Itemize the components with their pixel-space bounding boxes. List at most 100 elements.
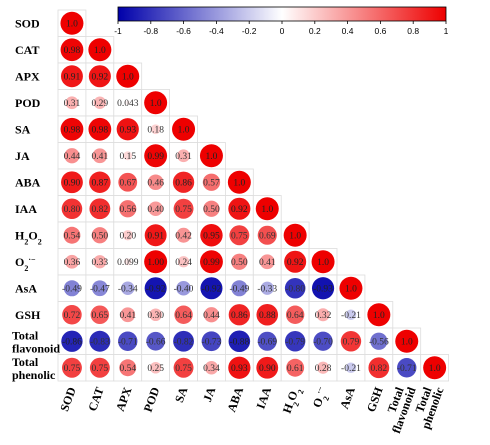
cell-sa-apx: 0.93 [113,115,143,143]
correlation-value: -0.73 [202,338,222,348]
correlation-circle [65,96,79,110]
column-label-asa: AsA [337,385,358,411]
cell-ja-sa: 0.31 [169,142,198,170]
cell-iaa-iaa: 1.0 [252,195,282,223]
column-label-apx: APX [113,385,135,413]
cell-h2o2-cat: 0.50 [85,221,115,249]
correlation-circle [177,149,190,163]
correlation-value: 1.0 [289,232,301,242]
correlation-value: 0.36 [64,258,81,268]
row-label-apx: APX [15,69,40,83]
cell-o2-o2: 1.0 [308,248,338,276]
correlation-circle [284,331,306,352]
correlation-value: 0.50 [203,205,220,215]
correlation-value: 0.92 [92,73,109,83]
correlation-value: -0.70 [313,338,333,348]
correlation-circle [60,38,84,62]
cell-asa-cat: -0.47 [85,274,115,302]
correlation-circle [284,277,306,299]
correlation-circle [284,250,307,273]
cell-o2-apx: 0.099 [113,248,143,276]
correlation-value: -0.71 [118,338,138,348]
correlation-value: 0.42 [175,232,192,242]
cell-total-flavonoid-h2o2: -0.79 [280,327,310,355]
correlation-value: 1.0 [94,46,106,56]
correlation-circle [228,356,251,379]
column-label-sod: SOD [57,385,79,413]
row-labels: SOD CAT APX POD SA JA ABA IAA H2O2 O2·− AsA GSH Tota… [12,16,60,382]
correlation-circle [89,171,111,193]
correlation-value: 0.92 [231,205,248,215]
correlation-value: 0.75 [92,364,109,374]
correlation-circle [144,91,168,115]
correlation-value: 0.46 [147,179,164,189]
correlation-circle [116,64,140,88]
correlation-value: 0.91 [64,73,81,83]
cell-asa-aba: -0.49 [224,274,254,302]
cell-ja-sod: 0.44 [57,142,87,170]
cell-iaa-sa: 0.75 [169,195,198,223]
cell-pod-cat: 0.29 [85,89,115,117]
correlation-value: 1.0 [429,364,441,374]
correlation-circle [146,331,165,351]
correlation-circle [61,198,83,220]
cell-o2-sod: 0.36 [57,248,87,276]
correlation-value: 0.98 [64,46,81,56]
correlation-circle [228,330,251,353]
correlation-value: 0.043 [117,99,139,109]
cell-sa-cat: 0.98 [85,115,115,143]
correlation-circle [255,197,279,221]
correlation-value: 0.40 [147,205,164,215]
cell-asa-h2o2: -0.80 [280,274,310,302]
correlation-circle [88,38,112,62]
cell-gsh-aba: 0.86 [224,301,254,329]
correlation-circle [397,358,417,378]
correlation-circle [201,331,222,352]
correlation-circle [172,117,196,141]
cell-total-phenolic-gsh: 0.82 [364,354,394,382]
correlation-value: 0.93 [231,364,248,374]
correlation-value: 0.61 [287,364,304,374]
correlation-value: -0.83 [90,338,110,348]
correlation-value: -0.71 [397,364,417,374]
correlation-circle [61,171,83,194]
cell-border [141,168,170,196]
correlation-circle [144,224,167,247]
colorbar-tick-label: 0.4 [342,26,354,36]
colorbar-tick-label: 0.8 [407,26,419,36]
cell-total-phenolic-h2o2: 0.61 [280,354,310,382]
row-label-iaa: IAA [15,202,37,216]
column-label-cat: CAT [85,385,107,413]
correlation-value: 0.75 [64,364,81,374]
cell-total-phenolic-ja: 0.34 [197,354,226,382]
cell-iaa-pod: 0.40 [141,195,170,223]
correlation-value: 0.24 [175,258,192,268]
cell-ja-apx: 0.15 [113,142,143,170]
cell-iaa-apx: 0.56 [113,195,143,223]
column-label-gsh: GSH [364,385,386,414]
correlation-value: 0.33 [92,258,109,268]
correlation-value: 0.99 [203,258,220,268]
correlation-value: 1.0 [150,99,162,109]
colorbar-tick-label: -0.4 [209,26,224,36]
correlation-value: 0.75 [175,205,192,215]
cell-total-phenolic-total-phenolic: 1.0 [420,354,450,382]
correlation-circle [89,330,111,352]
cell-asa-o2: -0.93 [308,274,338,302]
correlation-value: 0.50 [231,258,248,268]
cell-gsh-iaa: 0.88 [252,301,282,329]
correlation-circle [231,253,248,270]
row-label-cat: CAT [15,43,39,57]
cell-gsh-asa: -0.21 [336,301,366,329]
correlation-circle [174,305,193,324]
correlation-value: 0.75 [231,232,248,242]
cell-h2o2-sod: 0.54 [57,221,87,249]
correlation-value: -0.79 [285,338,305,348]
correlation-circle [120,307,136,323]
column-label-o2: O2·− [309,385,333,411]
correlation-value: 0.18 [147,126,164,136]
correlation-circle [368,357,390,379]
column-label-aba: ABA [224,385,246,414]
correlation-circle [63,226,81,244]
